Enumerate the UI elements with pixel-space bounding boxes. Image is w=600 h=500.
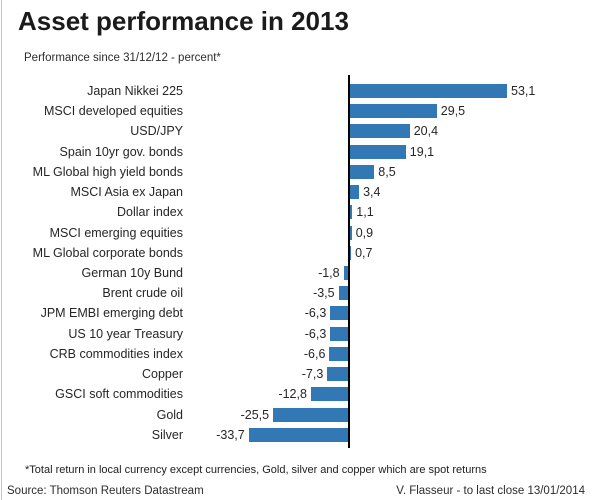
chart-row: JPM EMBI emerging debt -6,3 — [0, 303, 600, 323]
bar — [349, 185, 360, 200]
bar — [349, 225, 352, 240]
chart-subtitle: Performance since 31/12/12 - percent* — [24, 52, 221, 64]
category-label: German 10y Bund — [81, 265, 183, 280]
chart-row: US 10 year Treasury -6,3 — [0, 324, 600, 344]
category-label: Gold — [156, 407, 183, 422]
chart-row: MSCI developed equities 29,5 — [0, 101, 600, 121]
value-label: -12,8 — [278, 387, 307, 402]
bar — [310, 387, 349, 402]
category-label: MSCI Asia ex Japan — [70, 185, 183, 200]
value-label: 19,1 — [409, 144, 435, 159]
chart-row: CRB commodities index -6,6 — [0, 344, 600, 364]
bar — [329, 346, 349, 361]
chart-row: Copper -7,3 — [0, 364, 600, 384]
value-label: 8,5 — [378, 164, 396, 179]
chart-row: German 10y Bund -1,8 — [0, 263, 600, 283]
bar — [343, 265, 349, 280]
category-label: Silver — [151, 427, 183, 442]
value-label: 1,1 — [356, 205, 374, 220]
chart-row: Brent crude oil -3,5 — [0, 283, 600, 303]
category-label: JPM EMBI emerging debt — [40, 306, 183, 321]
chart-row: MSCI emerging equities 0,9 — [0, 223, 600, 243]
value-label: -6,6 — [303, 346, 326, 361]
bar — [330, 306, 349, 321]
chart-row: ML Global high yield bonds 8,5 — [0, 162, 600, 182]
category-label: MSCI emerging equities — [49, 225, 183, 240]
category-label: ML Global high yield bonds — [32, 164, 183, 179]
category-label: Copper — [142, 367, 183, 382]
bar — [349, 164, 375, 179]
category-label: ML Global corporate bonds — [32, 245, 183, 260]
footer-row: Source: Thomson Reuters Datastream V. Fl… — [7, 485, 585, 497]
chart-row: Dollar index 1,1 — [0, 202, 600, 222]
chart-row: USD/JPY 20,4 — [0, 121, 600, 141]
source-label: Source: Thomson Reuters Datastream — [7, 485, 204, 497]
category-label: Dollar index — [116, 205, 183, 220]
window-left-edge — [1, 0, 2, 500]
category-label: CRB commodities index — [49, 346, 183, 361]
chart-row: MSCI Asia ex Japan 3,4 — [0, 182, 600, 202]
value-label: -25,5 — [240, 407, 270, 422]
chart-row: GSCI soft commodities -12,8 — [0, 384, 600, 404]
bar — [349, 144, 406, 159]
category-label: GSCI soft commodities — [55, 387, 183, 402]
chart-row: Gold -25,5 — [0, 405, 600, 425]
category-label: Spain 10yr gov. bonds — [59, 144, 183, 159]
value-label: -6,3 — [304, 326, 327, 341]
value-label: -33,7 — [216, 427, 245, 442]
zero-axis-line — [348, 75, 350, 448]
value-label: -6,3 — [304, 306, 327, 321]
chart-row: Spain 10yr gov. bonds 19,1 — [0, 142, 600, 162]
bar — [330, 326, 349, 341]
category-label: MSCI developed equities — [44, 104, 183, 119]
category-label: Japan Nikkei 225 — [87, 84, 183, 98]
category-label: USD/JPY — [130, 124, 183, 139]
bar — [349, 104, 437, 119]
bar — [248, 427, 349, 442]
value-label: 0,7 — [355, 245, 373, 260]
chart-rows: Japan Nikkei 225 53,1 MSCI developed equit… — [0, 81, 600, 445]
credit-label: V. Flasseur - to last close 13/01/2014 — [396, 485, 585, 497]
bar-chart: Japan Nikkei 225 53,1 MSCI developed equit… — [0, 75, 600, 448]
value-label: 29,5 — [440, 104, 466, 119]
category-label: US 10 year Treasury — [68, 326, 183, 341]
value-label: 3,4 — [363, 185, 381, 200]
chart-row: Japan Nikkei 225 53,1 — [0, 81, 600, 101]
bar — [273, 407, 349, 422]
value-label: -7,3 — [301, 367, 324, 382]
bar — [327, 367, 349, 382]
bar — [349, 205, 353, 220]
bar — [349, 124, 410, 139]
bar — [349, 245, 352, 260]
category-label: Brent crude oil — [102, 286, 183, 301]
value-label: -1,8 — [318, 265, 340, 280]
value-label: 0,9 — [355, 225, 374, 240]
chart-row: ML Global corporate bonds 0,7 — [0, 243, 600, 263]
bar — [349, 84, 507, 98]
page-title: Asset performance in 2013 — [18, 6, 349, 36]
bar — [338, 286, 349, 301]
value-label: 53,1 — [511, 84, 536, 98]
chart-footnote: *Total return in local currency except c… — [25, 464, 487, 476]
value-label: 20,4 — [413, 124, 439, 139]
chart-row: Silver -33,7 — [0, 425, 600, 445]
value-label: -3,5 — [313, 286, 335, 301]
